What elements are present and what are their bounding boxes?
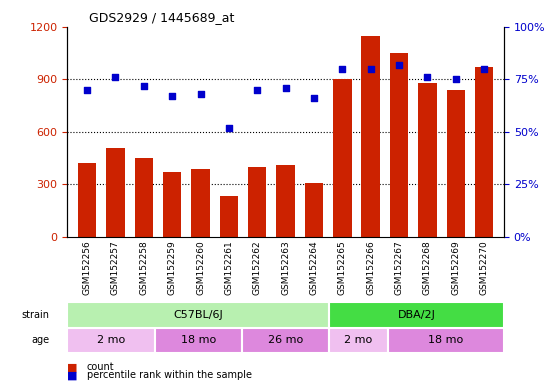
Text: GSM152261: GSM152261: [225, 240, 234, 295]
Bar: [248, 167, 267, 237]
Text: GSM152262: GSM152262: [253, 240, 262, 295]
Point: [111, 74, 120, 80]
Point: [225, 124, 234, 131]
Text: GSM152265: GSM152265: [338, 240, 347, 295]
Bar: [446, 90, 465, 237]
Bar: [329, 302, 504, 328]
Point: [196, 91, 205, 97]
Point: [395, 61, 404, 68]
Bar: [67, 328, 155, 353]
Bar: [475, 67, 493, 237]
Text: C57BL/6J: C57BL/6J: [174, 310, 223, 320]
Text: 18 mo: 18 mo: [181, 336, 216, 346]
Point: [366, 66, 375, 72]
Text: 26 mo: 26 mo: [268, 336, 303, 346]
Text: GSM152257: GSM152257: [111, 240, 120, 295]
Text: GSM152263: GSM152263: [281, 240, 290, 295]
Point: [423, 74, 432, 80]
Bar: [277, 165, 295, 237]
Bar: [242, 328, 329, 353]
Bar: [155, 328, 242, 353]
Bar: [329, 328, 388, 353]
Bar: [388, 328, 504, 353]
Bar: [361, 36, 380, 237]
Bar: [106, 147, 125, 237]
Text: GSM152268: GSM152268: [423, 240, 432, 295]
Point: [281, 84, 290, 91]
Text: GSM152266: GSM152266: [366, 240, 375, 295]
Bar: [305, 182, 323, 237]
Text: age: age: [31, 336, 50, 346]
Bar: [390, 53, 408, 237]
Text: GSM152258: GSM152258: [139, 240, 148, 295]
Text: 2 mo: 2 mo: [344, 336, 372, 346]
Point: [480, 66, 489, 72]
Point: [253, 87, 262, 93]
Text: GSM152269: GSM152269: [451, 240, 460, 295]
Bar: [418, 83, 437, 237]
Text: GSM152270: GSM152270: [480, 240, 489, 295]
Text: strain: strain: [22, 310, 50, 320]
Bar: [67, 302, 329, 328]
Point: [82, 87, 91, 93]
Text: DBA/2J: DBA/2J: [398, 310, 436, 320]
Text: 18 mo: 18 mo: [428, 336, 463, 346]
Point: [139, 83, 148, 89]
Text: count: count: [87, 362, 114, 372]
Point: [167, 93, 176, 99]
Text: ■: ■: [67, 370, 78, 380]
Text: percentile rank within the sample: percentile rank within the sample: [87, 370, 252, 380]
Point: [451, 76, 460, 83]
Text: ■: ■: [67, 362, 78, 372]
Point: [310, 95, 319, 101]
Bar: [192, 169, 210, 237]
Text: GSM152264: GSM152264: [310, 240, 319, 295]
Text: GSM152259: GSM152259: [167, 240, 176, 295]
Bar: [333, 79, 352, 237]
Text: GDS2929 / 1445689_at: GDS2929 / 1445689_at: [89, 11, 235, 24]
Text: GSM152267: GSM152267: [395, 240, 404, 295]
Bar: [220, 197, 238, 237]
Text: GSM152260: GSM152260: [196, 240, 205, 295]
Bar: [163, 172, 181, 237]
Bar: [78, 163, 96, 237]
Point: [338, 66, 347, 72]
Bar: [134, 158, 153, 237]
Text: GSM152256: GSM152256: [82, 240, 91, 295]
Text: 2 mo: 2 mo: [97, 336, 125, 346]
